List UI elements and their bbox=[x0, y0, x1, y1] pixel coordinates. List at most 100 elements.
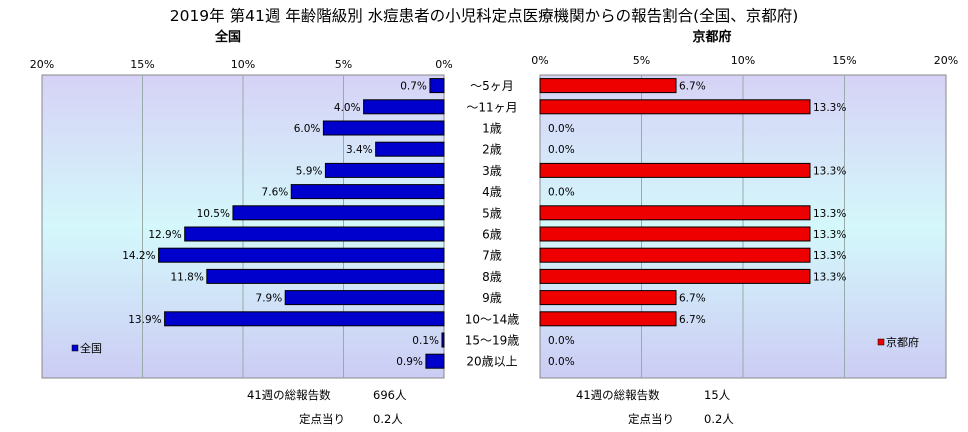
category-label: 6歳 bbox=[482, 228, 502, 242]
category-label: 8歳 bbox=[482, 270, 502, 284]
left-footer: 41週の総報告数 696人 定点当り 0.2人 bbox=[247, 388, 407, 426]
left-legend-label: 全国 bbox=[80, 341, 102, 355]
right-legend-swatch bbox=[877, 338, 885, 346]
right-data-label: 0.0% bbox=[548, 144, 575, 156]
right-bar bbox=[539, 99, 811, 115]
left-bar bbox=[232, 205, 445, 221]
left-bar bbox=[441, 332, 445, 348]
left-bar bbox=[429, 78, 445, 94]
right-data-label: 0.0% bbox=[548, 335, 575, 347]
right-data-label: 6.7% bbox=[679, 314, 706, 326]
left-panel-title: 全国 bbox=[214, 29, 241, 45]
right-data-label: 13.3% bbox=[813, 229, 846, 241]
category-label: 9歳 bbox=[482, 291, 502, 305]
right-data-label: 13.3% bbox=[813, 102, 846, 114]
right-tick-label: 20% bbox=[934, 54, 958, 67]
right-data-label: 13.3% bbox=[813, 208, 846, 220]
left-total-label: 41週の総報告数 bbox=[247, 388, 331, 402]
right-footer: 41週の総報告数 15人 定点当り 0.2人 bbox=[576, 388, 734, 426]
category-label: 15～19歳 bbox=[465, 334, 520, 348]
left-tick-label: 20% bbox=[30, 58, 54, 71]
left-per-label: 定点当り bbox=[299, 412, 345, 426]
category-label: 1歳 bbox=[482, 122, 502, 136]
right-per-value: 0.2人 bbox=[704, 412, 734, 426]
left-bar bbox=[375, 141, 445, 157]
left-axis-ticks: 20% 15% 10% 5% 0% bbox=[30, 58, 453, 71]
left-total-value: 696人 bbox=[373, 388, 407, 402]
right-bar bbox=[539, 162, 811, 178]
category-label: 2歳 bbox=[482, 143, 502, 157]
left-tick-label: 5% bbox=[335, 58, 352, 71]
left-data-label: 3.4% bbox=[346, 144, 373, 156]
right-axis-ticks: 0% 5% 10% 15% 20% bbox=[531, 54, 958, 67]
right-total-label: 41週の総報告数 bbox=[576, 388, 660, 402]
left-data-label: 0.7% bbox=[400, 81, 427, 93]
left-bar bbox=[158, 247, 445, 263]
left-data-label: 13.9% bbox=[128, 314, 161, 326]
left-data-label: 12.9% bbox=[148, 229, 181, 241]
right-data-label: 13.3% bbox=[813, 271, 846, 283]
category-label: 4歳 bbox=[482, 185, 502, 199]
left-data-label: 14.2% bbox=[122, 250, 155, 262]
left-data-label: 7.6% bbox=[262, 187, 289, 199]
category-label: ～5ヶ月 bbox=[470, 79, 514, 93]
left-data-label: 4.0% bbox=[334, 102, 361, 114]
right-total-value: 15人 bbox=[704, 388, 731, 402]
left-tick-label: 10% bbox=[231, 58, 255, 71]
right-bar bbox=[539, 205, 811, 221]
left-per-value: 0.2人 bbox=[373, 412, 403, 426]
left-legend: 全国 bbox=[71, 341, 102, 355]
right-data-label: 6.7% bbox=[679, 293, 706, 305]
left-legend-swatch bbox=[71, 344, 79, 352]
right-panel-title: 京都府 bbox=[692, 29, 731, 45]
right-legend: 京都府 bbox=[877, 335, 919, 349]
category-label: 10～14歳 bbox=[465, 312, 520, 326]
right-data-label: 0.0% bbox=[548, 123, 575, 135]
right-bar bbox=[539, 290, 677, 306]
left-data-label: 11.8% bbox=[170, 271, 203, 283]
left-bar bbox=[184, 226, 445, 242]
left-data-label: 5.9% bbox=[296, 165, 323, 177]
left-bars: 0.7% 4.0% 6.0% 3.4% 5.9% 7.6% 10.5% 12.9% 14.2% 1… bbox=[122, 78, 445, 369]
right-bar bbox=[539, 268, 811, 284]
left-data-label: 10.5% bbox=[197, 208, 230, 220]
right-bar bbox=[539, 226, 811, 242]
left-bar bbox=[425, 353, 445, 369]
right-data-label: 6.7% bbox=[679, 81, 706, 93]
category-label: 7歳 bbox=[482, 249, 502, 263]
left-bar bbox=[284, 290, 445, 306]
right-data-label: 0.0% bbox=[548, 187, 575, 199]
chart-title: 2019年 第41週 年齢階級別 水痘患者の小児科定点医療機関からの報告割合(全… bbox=[170, 7, 799, 25]
right-tick-label: 15% bbox=[832, 54, 856, 67]
left-data-label: 0.9% bbox=[396, 356, 423, 368]
right-tick-label: 5% bbox=[633, 54, 650, 67]
left-data-label: 0.1% bbox=[412, 335, 439, 347]
category-label: 5歳 bbox=[482, 206, 502, 220]
category-label: 20歳以上 bbox=[466, 355, 517, 369]
right-data-label: 13.3% bbox=[813, 250, 846, 262]
right-tick-label: 10% bbox=[731, 54, 755, 67]
right-legend-label: 京都府 bbox=[886, 335, 919, 349]
left-data-label: 7.9% bbox=[256, 293, 283, 305]
category-labels: ～5ヶ月 ～11ヶ月 1歳 2歳 3歳 4歳 5歳 6歳 7歳 8歳 9歳 10～14歳 15～19歳 2… bbox=[465, 79, 520, 369]
right-per-label: 定点当り bbox=[628, 412, 674, 426]
left-bar bbox=[322, 120, 445, 136]
left-bar bbox=[324, 162, 445, 178]
left-tick-label: 15% bbox=[130, 58, 154, 71]
left-bar bbox=[206, 268, 445, 284]
left-data-label: 6.0% bbox=[294, 123, 321, 135]
category-label: 3歳 bbox=[482, 164, 502, 178]
right-bar bbox=[539, 311, 677, 327]
left-bar bbox=[290, 184, 445, 200]
right-bar bbox=[539, 247, 811, 263]
right-bars: 6.7% 13.3% 0.0% 0.0% 13.3% 0.0% 13.3% 13.3% 13.3… bbox=[539, 78, 846, 368]
right-data-label: 13.3% bbox=[813, 165, 846, 177]
left-bar bbox=[363, 99, 445, 115]
category-label: ～11ヶ月 bbox=[466, 100, 517, 114]
right-bar bbox=[539, 78, 677, 94]
left-tick-label: 0% bbox=[435, 58, 452, 71]
left-bar bbox=[164, 311, 445, 327]
right-tick-label: 0% bbox=[531, 54, 548, 67]
right-data-label: 0.0% bbox=[548, 356, 575, 368]
